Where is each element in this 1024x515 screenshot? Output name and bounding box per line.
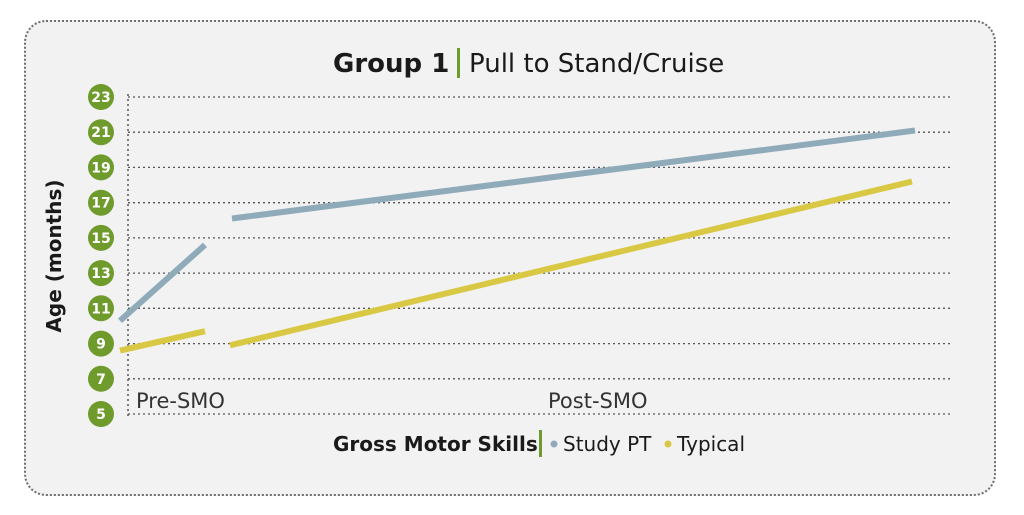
y-tick: 11 [88, 295, 114, 322]
phase-label-post-smo: Post-SMO [548, 389, 648, 413]
series-line-study-pt-pre-smo [118, 242, 207, 323]
y-tick-label: 19 [91, 160, 110, 176]
series-line-study-pt-post-smo [231, 127, 916, 222]
y-tick-badge [88, 224, 114, 251]
y-tick-label: 9 [96, 337, 106, 353]
title-divider [457, 48, 460, 78]
y-tick-label: 11 [91, 301, 110, 317]
y-tick: 23 [88, 84, 114, 110]
legend-label-study-pt: Study PT [563, 432, 652, 456]
series-line-typical-post-smo [229, 178, 913, 349]
y-tick: 17 [88, 189, 114, 216]
y-tick: 19 [88, 154, 114, 181]
y-tick-label: 5 [96, 407, 106, 423]
y-tick-badge [88, 84, 114, 110]
y-tick-label: 15 [91, 231, 110, 247]
y-tick: 21 [88, 119, 114, 146]
y-axis-label: Age (months) [42, 179, 66, 332]
y-tick-label: 23 [91, 90, 110, 106]
y-tick-badge [88, 295, 114, 322]
legend: Gross Motor Skills Study PT Typical [333, 430, 745, 457]
legend-marker-typical [664, 440, 672, 448]
y-tick-badge [88, 330, 114, 357]
y-tick-badge [88, 189, 114, 216]
y-tick-badge [88, 401, 114, 427]
phase-label-pre-smo: Pre-SMO [136, 389, 225, 413]
y-tick: 13 [88, 260, 114, 287]
y-tick-badge [88, 154, 114, 181]
y-tick-label: 21 [91, 125, 110, 141]
y-tick-badge [88, 260, 114, 287]
y-tick-label: 13 [91, 266, 110, 282]
y-tick: 7 [88, 365, 114, 392]
x-axis-label: Gross Motor Skills [333, 432, 538, 456]
legend-marker-study-pt [550, 440, 558, 448]
chart-subtitle: Pull to Stand/Cruise [469, 49, 724, 79]
y-tick-badge [88, 119, 114, 146]
series-lines [118, 127, 916, 354]
y-tick: 15 [88, 224, 114, 251]
chart-title: Group 1 [333, 49, 449, 79]
legend-label-typical: Typical [676, 432, 745, 456]
series-line-typical-pre-smo [119, 328, 206, 354]
y-tick: 5 [88, 401, 114, 427]
y-tick-labels: 5 7 9 11 13 15 17 19 21 23 [88, 84, 114, 427]
y-tick: 9 [88, 330, 114, 357]
y-tick-badge [88, 365, 114, 392]
legend-divider [539, 430, 542, 457]
y-tick-label: 17 [91, 196, 110, 212]
y-tick-label: 7 [96, 372, 106, 388]
chart-title-group: Group 1 Pull to Stand/Cruise [333, 48, 724, 79]
